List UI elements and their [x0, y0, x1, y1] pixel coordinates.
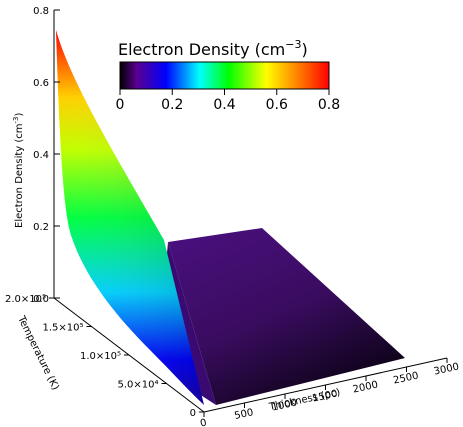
- y-tick-label: 0: [190, 408, 196, 419]
- colorbar-ticks: 0 0.2 0.4 0.6 0.8: [116, 89, 340, 113]
- surface: [56, 30, 405, 405]
- colorbar-tick-label: 0.4: [213, 97, 235, 113]
- y-tick-label: 2.0×10⁵: [5, 294, 46, 305]
- colorbar-tick-label: 0.2: [161, 97, 183, 113]
- y-axis-ticks: 0 5.0×10⁴ 1.0×10⁵ 1.5×10⁵ 2.0×10⁵: [5, 294, 204, 419]
- colorbar-title: Electron Density (cm−3): [118, 38, 308, 59]
- colorbar-tick-label: 0.6: [266, 97, 288, 113]
- x-axis-label: Thickness (pc): [267, 387, 341, 413]
- z-tick-label: 0.8: [33, 6, 49, 17]
- y-tick-label: 5.0×10⁴: [117, 380, 158, 391]
- z-tick-label: 0.6: [33, 78, 49, 89]
- colorbar-tick-label: 0.8: [318, 97, 340, 113]
- x-tick-label: 1000: [271, 398, 298, 414]
- x-tick-label: 500: [233, 407, 254, 422]
- colorbar: Electron Density (cm−3) 0 0.2 0.4 0.6 0.8: [116, 38, 341, 113]
- colorbar-bar: [119, 61, 330, 90]
- surface-plateau: [168, 228, 405, 405]
- z-axis-label: Electron Density (cm-3): [12, 112, 25, 228]
- surface-wall-shade: [56, 30, 204, 405]
- x-tick-label: 0: [199, 418, 208, 427]
- z-tick-label: 0.2: [33, 222, 49, 233]
- z-tick-label: 0.0: [33, 294, 49, 305]
- x-tick-label: 3000: [433, 362, 460, 378]
- x-tick-label: 1500: [311, 389, 338, 405]
- x-tick-label: 2000: [352, 380, 379, 396]
- surface-fold: [162, 242, 216, 405]
- y-tick-label: 1.0×10⁵: [80, 351, 121, 362]
- y-tick-label: 1.5×10⁵: [42, 323, 83, 334]
- z-tick-label: 0.4: [33, 150, 49, 161]
- z-axis-ticks: 0.0 0.2 0.4 0.6 0.8: [33, 6, 60, 305]
- colorbar-tick-label: 0: [116, 97, 125, 113]
- x-tick-label: 2500: [392, 371, 419, 387]
- x-axis-ticks: 0 500 1000 1500 2000 2500 3000: [199, 358, 460, 427]
